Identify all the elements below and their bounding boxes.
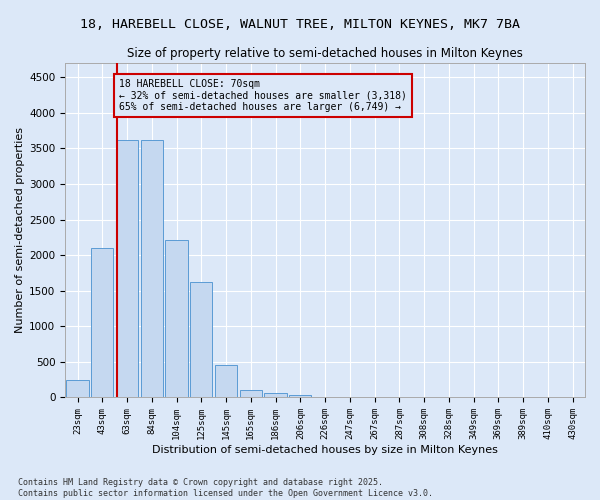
Bar — [190, 282, 212, 398]
Bar — [140, 140, 163, 398]
Title: Size of property relative to semi-detached houses in Milton Keynes: Size of property relative to semi-detach… — [127, 48, 523, 60]
X-axis label: Distribution of semi-detached houses by size in Milton Keynes: Distribution of semi-detached houses by … — [152, 445, 498, 455]
Bar — [67, 380, 89, 398]
Bar — [289, 394, 311, 398]
Text: Contains HM Land Registry data © Crown copyright and database right 2025.
Contai: Contains HM Land Registry data © Crown c… — [18, 478, 433, 498]
Text: 18, HAREBELL CLOSE, WALNUT TREE, MILTON KEYNES, MK7 7BA: 18, HAREBELL CLOSE, WALNUT TREE, MILTON … — [80, 18, 520, 30]
Bar — [265, 393, 287, 398]
Bar — [239, 390, 262, 398]
Text: 18 HAREBELL CLOSE: 70sqm
← 32% of semi-detached houses are smaller (3,318)
65% o: 18 HAREBELL CLOSE: 70sqm ← 32% of semi-d… — [119, 78, 407, 112]
Y-axis label: Number of semi-detached properties: Number of semi-detached properties — [15, 128, 25, 334]
Bar — [91, 248, 113, 398]
Bar — [116, 140, 138, 398]
Bar — [215, 364, 237, 398]
Bar — [166, 240, 188, 398]
